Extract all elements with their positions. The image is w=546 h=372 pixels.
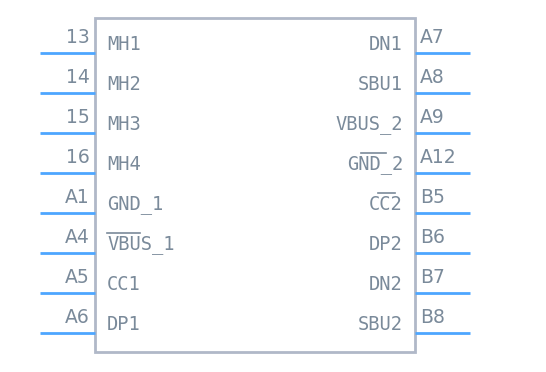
Text: A5: A5 xyxy=(66,268,90,287)
Text: VBUS_2: VBUS_2 xyxy=(335,115,403,134)
Text: A9: A9 xyxy=(420,108,445,127)
Text: DN2: DN2 xyxy=(369,275,403,294)
Text: 13: 13 xyxy=(66,28,90,47)
Text: DN1: DN1 xyxy=(369,35,403,54)
Text: B6: B6 xyxy=(420,228,445,247)
Text: SBU1: SBU1 xyxy=(358,75,403,94)
Text: CC1: CC1 xyxy=(107,275,141,294)
Text: GND_1: GND_1 xyxy=(107,195,163,214)
Text: A1: A1 xyxy=(66,188,90,207)
Text: A8: A8 xyxy=(420,68,445,87)
Text: A12: A12 xyxy=(420,148,456,167)
Text: CC2: CC2 xyxy=(369,195,403,214)
Text: DP2: DP2 xyxy=(369,235,403,254)
Text: A4: A4 xyxy=(65,228,90,247)
Text: VBUS_1: VBUS_1 xyxy=(107,235,175,254)
Text: A6: A6 xyxy=(66,308,90,327)
Text: B8: B8 xyxy=(420,308,445,327)
Text: MH4: MH4 xyxy=(107,155,141,174)
Text: GND_2: GND_2 xyxy=(347,155,403,174)
Text: SBU2: SBU2 xyxy=(358,315,403,334)
Text: 14: 14 xyxy=(66,68,90,87)
Text: B5: B5 xyxy=(420,188,445,207)
Text: MH1: MH1 xyxy=(107,35,141,54)
Text: DP1: DP1 xyxy=(107,315,141,334)
Text: A7: A7 xyxy=(420,28,445,47)
Text: MH2: MH2 xyxy=(107,75,141,94)
Text: B7: B7 xyxy=(420,268,445,287)
Text: 15: 15 xyxy=(66,108,90,127)
Text: 16: 16 xyxy=(66,148,90,167)
Text: MH3: MH3 xyxy=(107,115,141,134)
Bar xyxy=(95,18,415,352)
